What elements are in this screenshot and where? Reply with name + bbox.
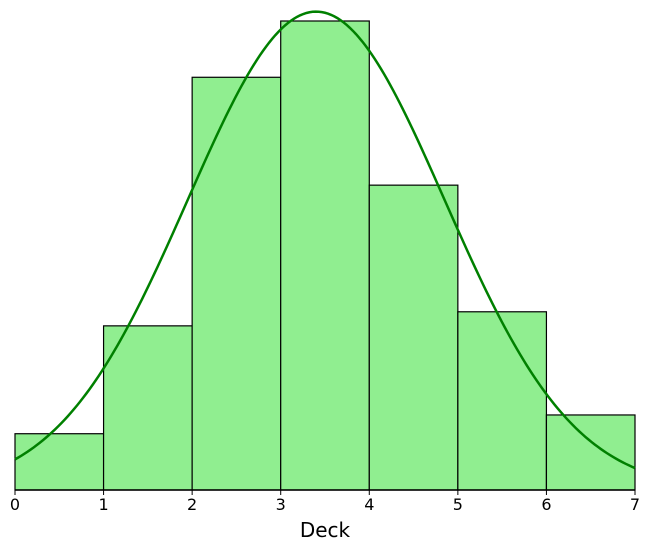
histogram-bar-2	[191, 76, 282, 491]
histogram-bar-3	[280, 20, 370, 491]
x-tick-label-7: 7	[630, 495, 640, 514]
x-tick-label-6: 6	[541, 495, 551, 514]
x-tick-label-5: 5	[453, 495, 463, 514]
histogram-bar-6	[545, 414, 636, 491]
x-tick-label-2: 2	[187, 495, 197, 514]
x-tick-label-4: 4	[364, 495, 374, 514]
x-axis-title: Deck	[300, 518, 351, 542]
histogram-bar-4	[368, 184, 459, 491]
x-axis-ticks: 0 1 2 3 4 5 6 7	[10, 490, 640, 514]
histogram-bar-1	[102, 325, 193, 491]
x-tick-label-0: 0	[10, 495, 20, 514]
density-curve	[14, 10, 636, 470]
histogram-bar-0	[14, 433, 105, 491]
x-tick-label-1: 1	[98, 495, 108, 514]
x-tick-label-3: 3	[276, 495, 286, 514]
histogram-bars	[14, 20, 636, 491]
histogram-bar-5	[457, 311, 548, 491]
